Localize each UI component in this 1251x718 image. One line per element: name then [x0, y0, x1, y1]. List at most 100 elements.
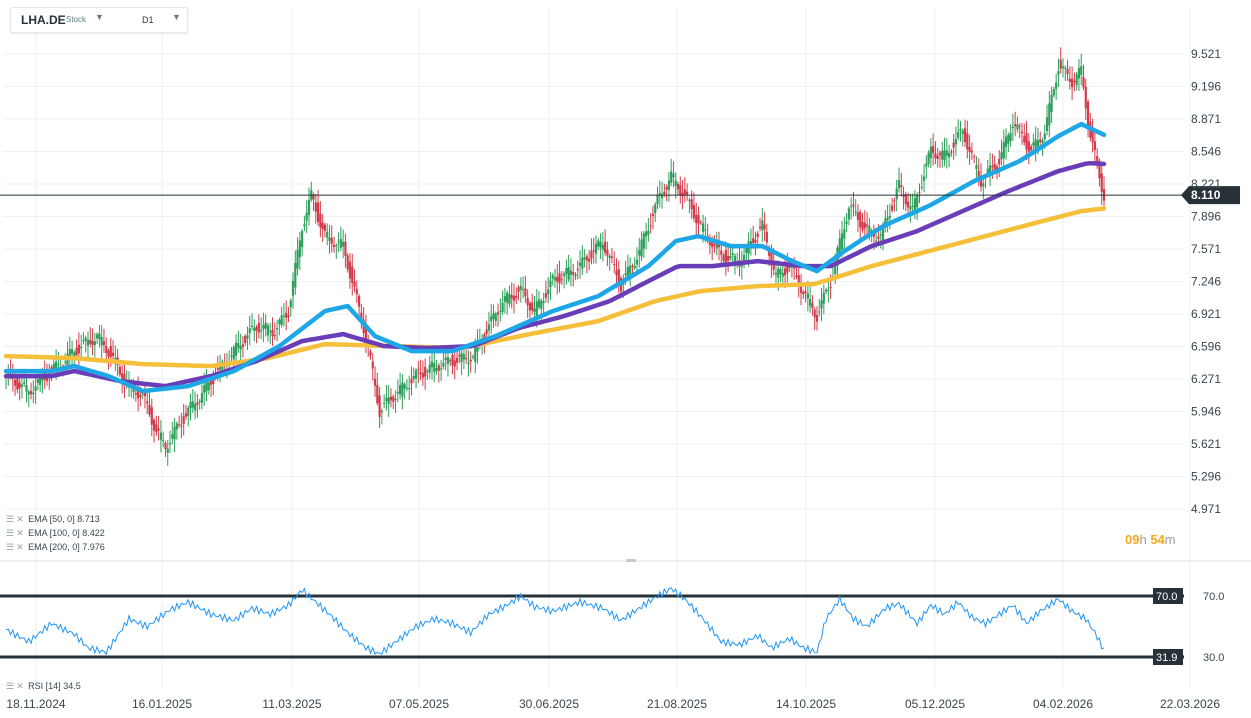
- close-icon[interactable]: ✕: [16, 514, 24, 524]
- candle-body: [1061, 66, 1065, 69]
- candle: [1077, 59, 1081, 91]
- candle-body: [230, 355, 233, 357]
- candle: [916, 192, 919, 220]
- candle-body: [326, 231, 329, 238]
- candle: [613, 251, 616, 274]
- candle: [91, 328, 94, 356]
- candle-body: [32, 392, 35, 395]
- candle-body: [132, 387, 135, 393]
- caret-down-icon[interactable]: ▼: [172, 12, 181, 22]
- close-icon[interactable]: ✕: [16, 542, 24, 552]
- candle: [1082, 64, 1085, 91]
- rsi-level-label: 70.0: [1203, 591, 1224, 603]
- candle-body: [982, 183, 985, 187]
- indicator-legend-rsi[interactable]: ☰ ✕ RSI [14] 34.5: [6, 681, 81, 692]
- candle: [563, 271, 566, 289]
- candle: [1061, 58, 1065, 78]
- candle-body: [408, 388, 411, 390]
- price-tick-label: 9.196: [1191, 80, 1221, 94]
- candle-body: [435, 368, 438, 372]
- candle-body: [260, 329, 263, 331]
- candle: [36, 370, 39, 391]
- menu-icon[interactable]: ☰: [6, 528, 15, 538]
- candle: [779, 266, 782, 282]
- candle: [998, 150, 1001, 178]
- candle: [526, 289, 529, 318]
- candle-body: [198, 400, 201, 403]
- candle-body: [872, 233, 876, 237]
- price-tick-label: 4.971: [1191, 502, 1221, 516]
- candle-body: [679, 185, 682, 196]
- caret-down-icon[interactable]: ▼: [95, 12, 104, 22]
- candle-body: [294, 262, 297, 288]
- menu-icon[interactable]: ☰: [6, 514, 15, 524]
- candle-body: [421, 372, 424, 378]
- candle-body: [1011, 126, 1014, 129]
- candle-body: [1007, 134, 1010, 144]
- candle: [553, 268, 557, 288]
- candle: [287, 306, 290, 323]
- close-icon[interactable]: ✕: [16, 681, 24, 691]
- candle-body: [453, 360, 456, 367]
- candle-body: [818, 311, 821, 313]
- indicator-legend-ema100[interactable]: ☰ ✕ EMA [100, 0] 8.422: [6, 528, 105, 539]
- candle: [576, 260, 579, 280]
- candle-body: [1034, 139, 1037, 149]
- candle: [597, 238, 600, 250]
- pane-resize-handle[interactable]: [626, 559, 636, 562]
- candle-body: [547, 289, 550, 295]
- candle-body: [847, 208, 850, 220]
- candle-body: [91, 340, 94, 346]
- candle-body: [563, 273, 566, 277]
- candle-body: [18, 382, 21, 389]
- candle: [1034, 126, 1037, 162]
- candle: [608, 253, 611, 271]
- menu-icon[interactable]: ☰: [6, 542, 15, 552]
- candle-body: [462, 354, 465, 360]
- candle-body: [756, 233, 759, 238]
- candle: [237, 330, 240, 353]
- candle: [961, 128, 964, 147]
- candle: [86, 331, 90, 358]
- candle-body: [212, 378, 215, 385]
- candle-body: [100, 337, 103, 346]
- candle-body: [957, 131, 960, 138]
- candle: [380, 408, 383, 425]
- candle-body: [152, 419, 156, 431]
- candle-body: [902, 194, 905, 197]
- indicator-legend-ema200[interactable]: ☰ ✕ EMA [200, 0] 7.976: [6, 542, 105, 553]
- candle: [180, 412, 183, 439]
- indicator-value: 8.713: [77, 514, 100, 524]
- candle-body: [531, 302, 534, 311]
- close-icon[interactable]: ✕: [16, 528, 24, 538]
- candle: [453, 347, 456, 380]
- menu-icon[interactable]: ☰: [6, 681, 15, 691]
- symbol-label[interactable]: LHA.DE: [21, 13, 66, 27]
- candle-body: [681, 192, 684, 197]
- indicator-legend-ema50[interactable]: ☰ ✕ EMA [50, 0] 8.713: [6, 514, 100, 525]
- candle: [572, 263, 575, 287]
- candle-body: [809, 299, 812, 306]
- candle-body: [512, 295, 516, 301]
- candle: [847, 206, 850, 226]
- candle: [925, 155, 928, 179]
- timeframe-label[interactable]: D1: [142, 15, 154, 25]
- candle-body: [1068, 78, 1071, 82]
- ema-200-line: [3, 206, 1107, 369]
- candle-body: [383, 402, 386, 404]
- candle-body: [645, 231, 648, 237]
- candle-body: [904, 194, 907, 205]
- candle: [369, 348, 372, 360]
- candle: [945, 138, 948, 169]
- candle: [389, 388, 393, 408]
- candle-body: [686, 191, 689, 195]
- candle: [528, 300, 532, 321]
- candle-body: [319, 213, 322, 228]
- candle-body: [774, 272, 778, 275]
- candle: [861, 213, 864, 233]
- candle: [421, 360, 424, 386]
- candle-body: [624, 273, 627, 276]
- candle-body: [351, 266, 354, 283]
- candle-body: [970, 150, 973, 153]
